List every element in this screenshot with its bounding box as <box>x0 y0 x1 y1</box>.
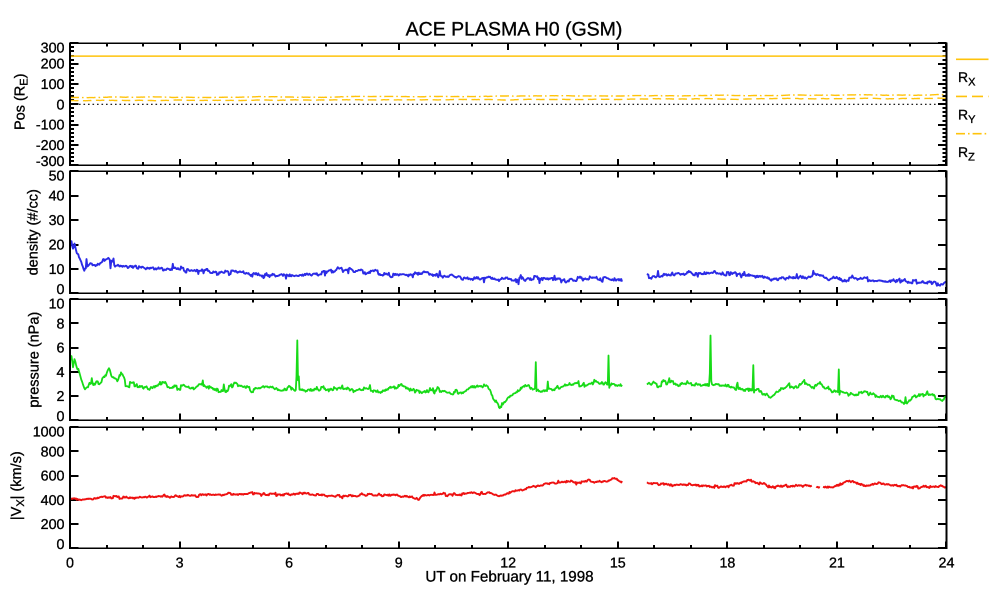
svg-text:18: 18 <box>719 555 735 571</box>
svg-text:9: 9 <box>395 555 403 571</box>
svg-text:0: 0 <box>57 97 65 113</box>
svg-text:Pos (RE): Pos (RE) <box>13 74 31 131</box>
svg-text:10: 10 <box>49 262 65 278</box>
svg-text:|VX| (km/s): |VX| (km/s) <box>9 451 27 520</box>
svg-text:12: 12 <box>500 555 516 571</box>
svg-text:0: 0 <box>57 537 65 553</box>
svg-text:-100: -100 <box>36 118 65 134</box>
svg-text:200: 200 <box>41 517 65 533</box>
svg-text:10: 10 <box>49 297 65 313</box>
svg-text:8: 8 <box>57 317 65 333</box>
svg-text:6: 6 <box>285 555 293 571</box>
svg-text:6: 6 <box>57 341 65 357</box>
svg-text:300: 300 <box>41 41 65 57</box>
svg-text:200: 200 <box>41 57 65 73</box>
svg-text:400: 400 <box>41 493 65 509</box>
svg-text:UT on February 11, 1998: UT on February 11, 1998 <box>425 569 593 586</box>
svg-text:3: 3 <box>176 555 184 571</box>
svg-text:density (#/cc): density (#/cc) <box>26 189 42 275</box>
svg-text:0: 0 <box>66 555 74 571</box>
svg-text:ACE PLASMA H0 (GSM): ACE PLASMA H0 (GSM) <box>406 19 623 41</box>
svg-text:-200: -200 <box>36 138 65 154</box>
svg-text:0: 0 <box>57 282 65 298</box>
svg-text:2: 2 <box>57 389 65 405</box>
svg-text:21: 21 <box>829 555 845 571</box>
svg-text:24: 24 <box>939 555 955 571</box>
svg-text:600: 600 <box>41 469 65 485</box>
svg-text:800: 800 <box>41 444 65 460</box>
svg-text:20: 20 <box>49 238 65 254</box>
svg-text:1000: 1000 <box>33 424 65 440</box>
svg-text:40: 40 <box>49 189 65 205</box>
svg-text:50: 50 <box>49 168 65 184</box>
svg-text:4: 4 <box>57 365 65 381</box>
svg-text:15: 15 <box>610 555 626 571</box>
svg-text:0: 0 <box>57 409 65 425</box>
svg-text:30: 30 <box>49 213 65 229</box>
svg-text:100: 100 <box>41 77 65 93</box>
svg-text:pressure (nPa): pressure (nPa) <box>27 312 43 408</box>
svg-text:-300: -300 <box>36 154 65 170</box>
